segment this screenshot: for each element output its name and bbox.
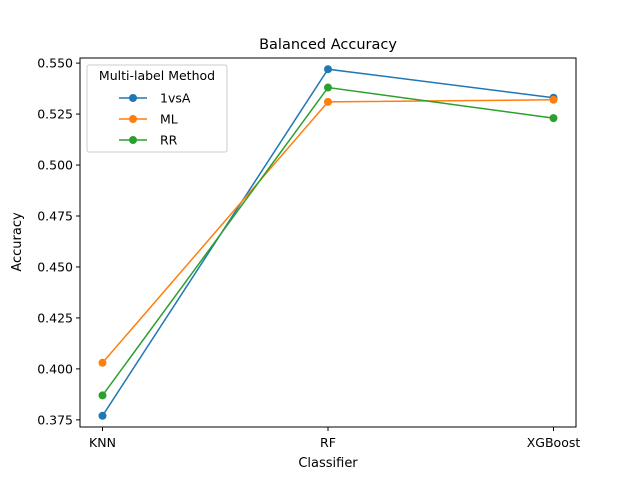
data-point: [324, 83, 332, 92]
series-layer: [98, 65, 558, 420]
legend-label: RR: [160, 133, 178, 148]
y-axis-label: Accuracy: [10, 212, 25, 272]
y-tick-label: 0.500: [37, 158, 73, 173]
legend-label: 1vsA: [160, 91, 191, 106]
legend-box: [86, 64, 228, 153]
y-tick-label: 0.375: [37, 412, 73, 427]
y-axis: 0.375 0.400 0.425 0.450 0.475 0.500 0.525 0.550: [37, 56, 80, 427]
data-point: [98, 358, 107, 367]
y-tick-label: 0.550: [37, 56, 73, 71]
data-point: [324, 97, 332, 106]
x-tick-label: RF: [320, 435, 336, 450]
y-tick-label: 0.450: [37, 259, 73, 274]
legend-entries: 1vsA ML RR: [119, 91, 191, 148]
legend-entry: ML: [119, 112, 178, 127]
legend-entry: 1vsA: [119, 91, 191, 106]
data-point: [98, 391, 107, 400]
y-tick-label: 0.475: [37, 208, 73, 223]
legend-marker: [129, 136, 137, 144]
y-tick-label: 0.525: [37, 107, 73, 122]
legend: Multi-label Method 1vsA ML RR: [86, 64, 228, 153]
x-tick-label: KNN: [89, 435, 116, 450]
data-point: [549, 114, 558, 123]
legend-marker: [129, 94, 137, 102]
legend-title: Multi-label Method: [99, 68, 215, 83]
data-point: [549, 95, 558, 104]
x-axis: KNN RF XGBoost: [89, 427, 580, 450]
x-tick-label: XGBoost: [527, 435, 581, 450]
series-ml: [98, 95, 558, 367]
chart-title: Balanced Accuracy: [259, 37, 397, 53]
y-tick-label: 0.425: [37, 310, 73, 325]
legend-marker: [129, 115, 137, 123]
x-axis-label: Classifier: [298, 456, 358, 471]
data-point: [324, 65, 332, 74]
y-tick-label: 0.400: [37, 361, 73, 376]
series-rr: [98, 83, 558, 400]
legend-label: ML: [160, 112, 178, 127]
data-point: [98, 411, 107, 420]
legend-entry: RR: [119, 133, 178, 148]
